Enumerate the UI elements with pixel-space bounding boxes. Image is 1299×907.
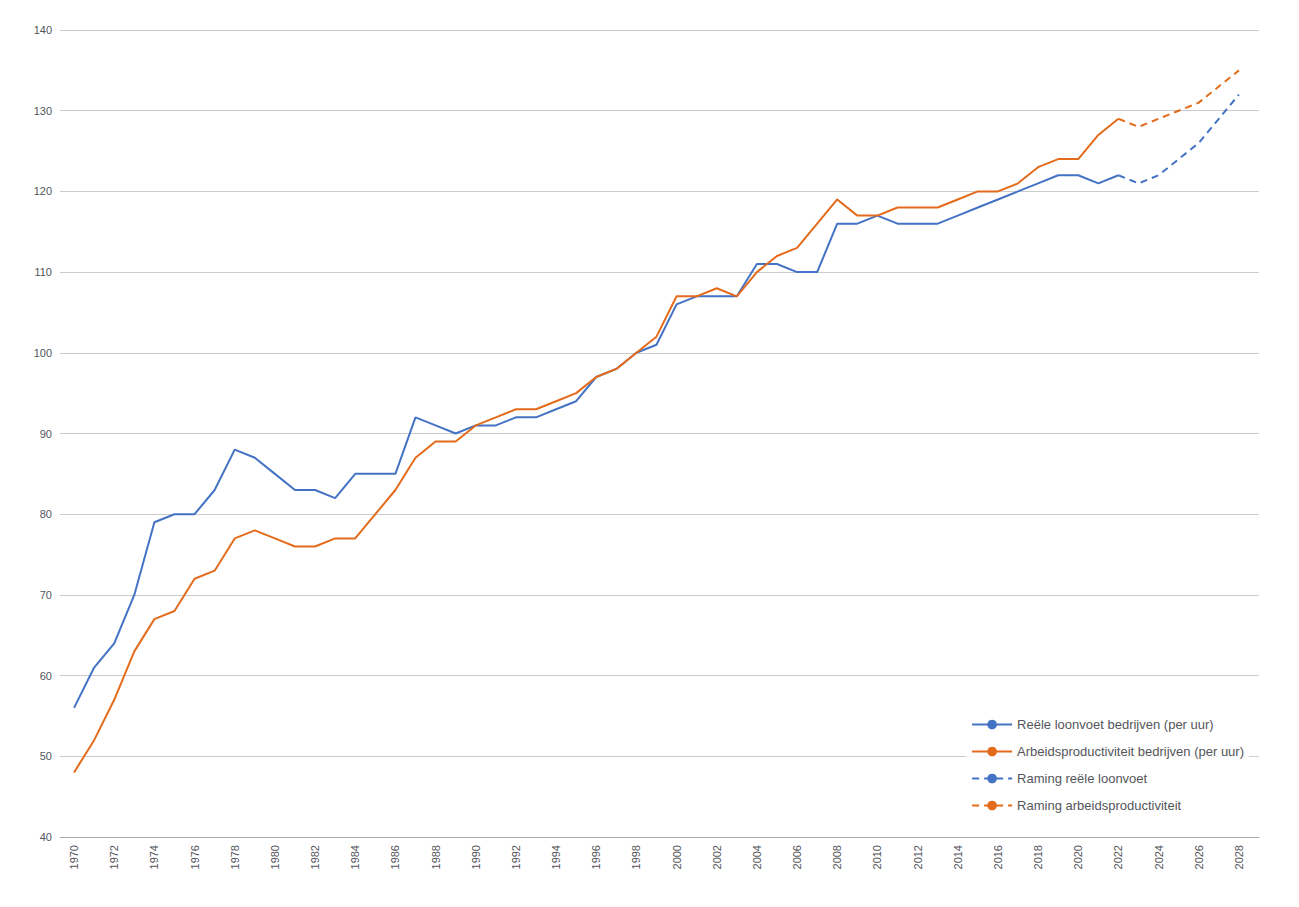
svg-text:Raming reële loonvoet: Raming reële loonvoet (1017, 771, 1147, 786)
svg-text:1980: 1980 (269, 845, 281, 869)
svg-text:2020: 2020 (1072, 845, 1084, 869)
svg-text:1982: 1982 (309, 845, 321, 869)
svg-text:Reële loonvoet bedrijven (per: Reële loonvoet bedrijven (per uur) (1017, 717, 1214, 732)
svg-text:2028: 2028 (1233, 845, 1245, 869)
svg-text:2026: 2026 (1193, 845, 1205, 869)
svg-text:2010: 2010 (871, 845, 883, 869)
svg-text:1996: 1996 (590, 845, 602, 869)
svg-text:1984: 1984 (349, 845, 361, 869)
svg-text:130: 130 (34, 105, 52, 117)
svg-text:1990: 1990 (470, 845, 482, 869)
svg-text:2018: 2018 (1032, 845, 1044, 869)
svg-text:1970: 1970 (68, 845, 80, 869)
svg-text:1972: 1972 (108, 845, 120, 869)
svg-text:60: 60 (40, 670, 52, 682)
svg-text:2012: 2012 (912, 845, 924, 869)
svg-text:120: 120 (34, 185, 52, 197)
svg-text:2022: 2022 (1112, 845, 1124, 869)
svg-text:1988: 1988 (430, 845, 442, 869)
svg-text:1998: 1998 (630, 845, 642, 869)
svg-text:40: 40 (40, 831, 52, 843)
svg-text:2004: 2004 (751, 845, 763, 869)
svg-text:1994: 1994 (550, 845, 562, 869)
svg-text:2016: 2016 (992, 845, 1004, 869)
svg-text:2024: 2024 (1153, 845, 1165, 869)
svg-text:2002: 2002 (711, 845, 723, 869)
svg-text:2000: 2000 (671, 845, 683, 869)
svg-text:1976: 1976 (189, 845, 201, 869)
svg-text:Arbeidsproductiviteit bedrijve: Arbeidsproductiviteit bedrijven (per uur… (1017, 744, 1244, 759)
svg-text:1978: 1978 (229, 845, 241, 869)
svg-text:1974: 1974 (148, 845, 160, 869)
svg-text:70: 70 (40, 589, 52, 601)
svg-text:100: 100 (34, 347, 52, 359)
svg-text:1986: 1986 (389, 845, 401, 869)
svg-text:140: 140 (34, 24, 52, 36)
svg-text:2014: 2014 (952, 845, 964, 869)
svg-text:50: 50 (40, 750, 52, 762)
svg-text:110: 110 (34, 266, 52, 278)
svg-text:2008: 2008 (831, 845, 843, 869)
svg-text:80: 80 (40, 508, 52, 520)
svg-text:1992: 1992 (510, 845, 522, 869)
svg-text:90: 90 (40, 428, 52, 440)
svg-text:2006: 2006 (791, 845, 803, 869)
svg-text:Raming arbeidsproductiviteit: Raming arbeidsproductiviteit (1017, 798, 1181, 813)
